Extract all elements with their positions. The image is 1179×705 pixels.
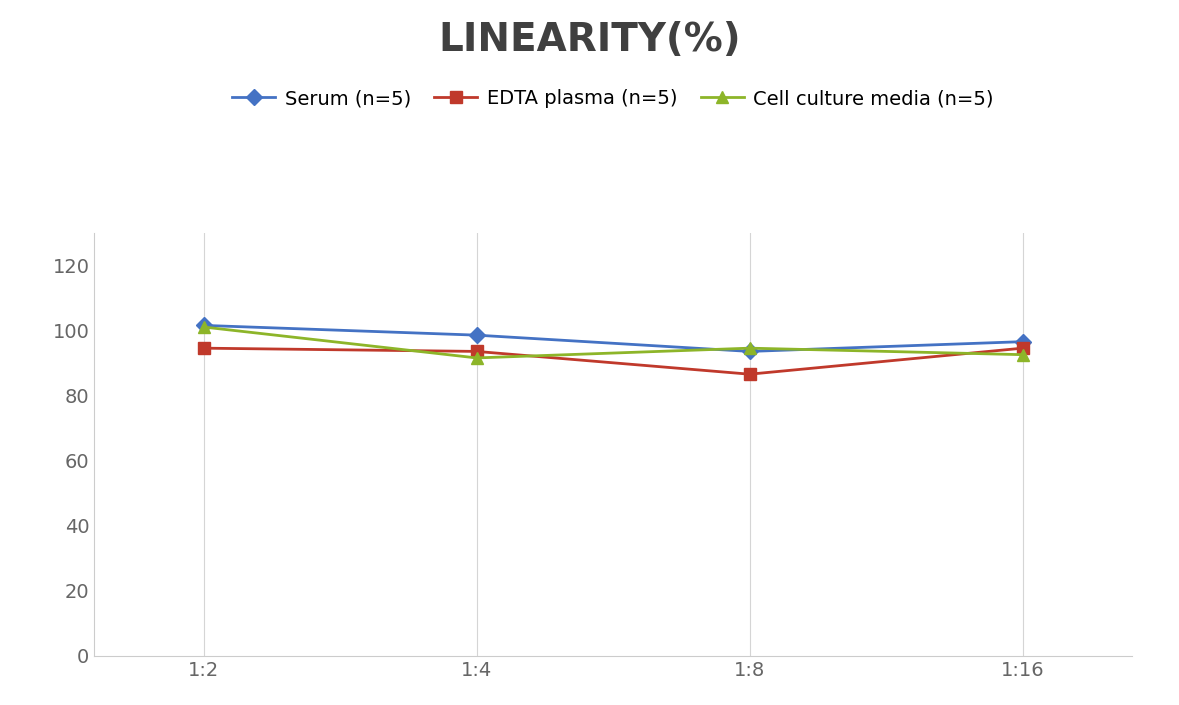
Cell culture media (n=5): [1015, 350, 1029, 359]
Cell culture media (n=5): [197, 323, 211, 331]
Serum (n=5): [469, 331, 483, 339]
Cell culture media (n=5): [469, 354, 483, 362]
Cell culture media (n=5): [743, 344, 757, 352]
Line: Cell culture media (n=5): Cell culture media (n=5): [197, 321, 1029, 364]
EDTA plasma (n=5): [469, 347, 483, 355]
Text: LINEARITY(%): LINEARITY(%): [439, 21, 740, 59]
Legend: Serum (n=5), EDTA plasma (n=5), Cell culture media (n=5): Serum (n=5), EDTA plasma (n=5), Cell cul…: [224, 82, 1002, 116]
Serum (n=5): [1015, 338, 1029, 346]
Line: EDTA plasma (n=5): EDTA plasma (n=5): [198, 343, 1028, 380]
Serum (n=5): [197, 321, 211, 330]
EDTA plasma (n=5): [197, 344, 211, 352]
EDTA plasma (n=5): [1015, 344, 1029, 352]
EDTA plasma (n=5): [743, 370, 757, 379]
Line: Serum (n=5): Serum (n=5): [198, 320, 1028, 357]
Serum (n=5): [743, 347, 757, 355]
